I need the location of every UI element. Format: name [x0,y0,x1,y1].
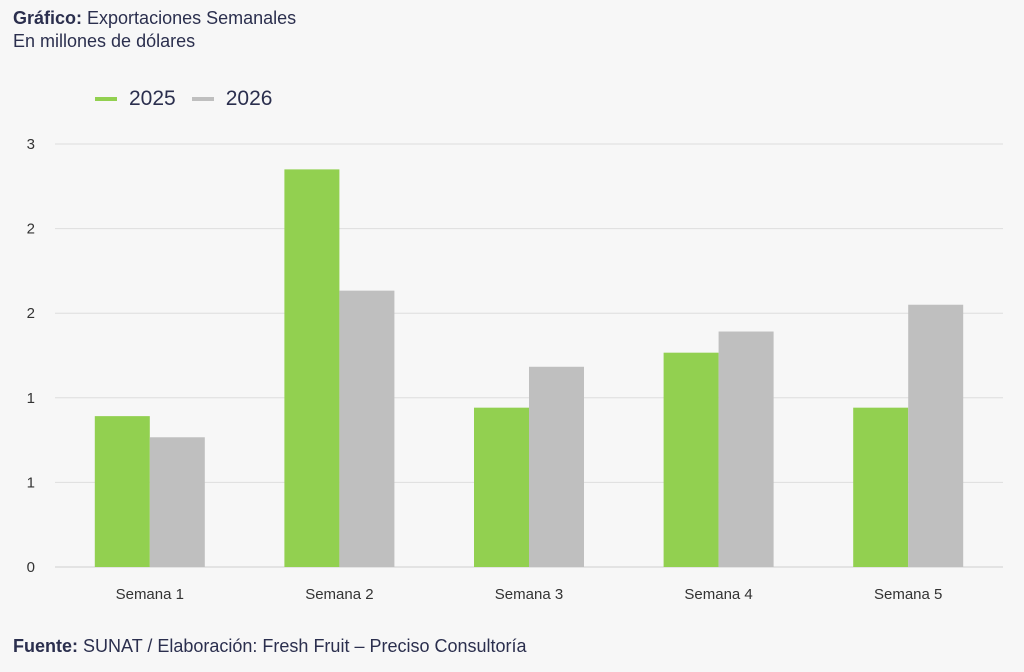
bar-2026-5 [908,304,964,567]
y-tick-label: 2 [27,305,35,322]
legend-item-2026: 2026 [191,87,273,111]
title-text: Exportaciones Semanales [87,8,297,28]
x-tick-label: Semana 4 [684,586,752,603]
legend-swatch [191,97,214,101]
source-label: Fuente: [13,636,78,656]
legend-swatch [95,97,117,101]
legend-label: 2026 [225,87,273,110]
bar-2025-3 [474,407,529,567]
x-tick-label: Semana 2 [305,586,373,603]
source-note: Fuente: SUNAT / Elaboración: Fresh Fruit… [13,636,527,657]
bar-2025-1 [94,416,150,567]
bar-2025-5 [853,407,909,567]
bar-2026-3 [529,366,584,567]
y-tick-label: 2 [27,221,35,238]
bar-2025-4 [663,352,719,567]
y-tick-label: 1 [27,474,35,491]
chart-title: Gráfico: Exportaciones Semanales En mill… [13,7,296,53]
x-tick-label: Semana 3 [495,586,563,603]
source-text: SUNAT / Elaboración: Fresh Fruit – Preci… [83,636,527,656]
x-tick-label: Semana 1 [116,586,184,603]
bar-2026-4 [718,331,774,567]
y-tick-label: 1 [27,390,35,407]
title-label: Gráfico: [13,8,83,28]
x-tick-label: Semana 5 [874,586,942,603]
y-tick-label: 0 [27,559,35,576]
y-tick-label: 3 [27,136,35,153]
bar-2026-1 [149,437,205,567]
bar-2025-2 [284,169,340,567]
subtitle: En millones de dólares [13,31,196,51]
bar-2026-2 [339,290,395,567]
legend: 2025 2026 [95,87,288,111]
legend-item-2025: 2025 [95,87,176,111]
legend-label: 2025 [129,87,176,110]
